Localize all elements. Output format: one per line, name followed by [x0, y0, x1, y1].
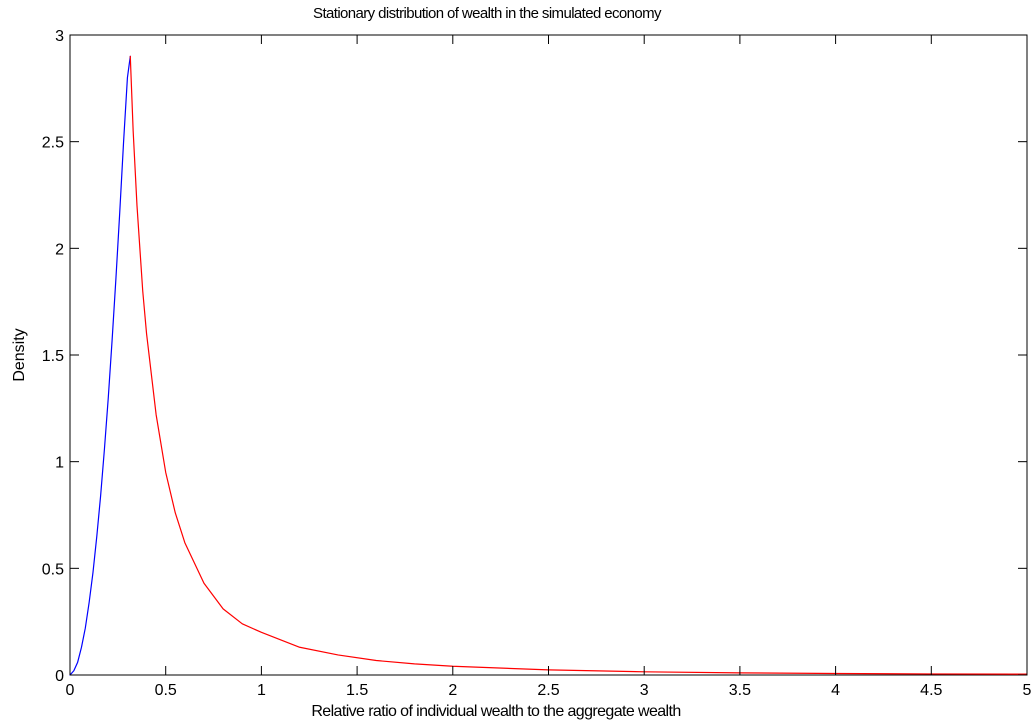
y-tick-label: 0	[55, 668, 64, 685]
chart-title: Stationary distribution of wealth in the…	[313, 5, 662, 22]
y-tick-label: 2.5	[42, 135, 64, 152]
series-layer	[69, 55, 1028, 676]
x-tick-label: 1.5	[346, 682, 368, 699]
x-tick-label: 4.5	[920, 682, 942, 699]
x-tick-label: 2.5	[537, 682, 559, 699]
y-tick-label: 1.5	[42, 348, 64, 365]
x-tick-label: 3.5	[729, 682, 751, 699]
x-tick-label: 3	[640, 682, 649, 699]
y-tick-label: 1	[55, 455, 64, 472]
x-axis-title: Relative ratio of individual wealth to t…	[311, 703, 680, 720]
x-tick-label: 5	[1023, 682, 1032, 699]
tick-layer: 0 0.5 1 1.5 2 2.5 3 3.5 4 4.5 5 0 0.5 1 1.5 2 2.5 3	[42, 28, 1032, 699]
x-tick-label: 2	[448, 682, 457, 699]
y-tick-label: 0.5	[42, 561, 64, 578]
x-tick-label: 0	[66, 682, 75, 699]
x-tick-label: 4	[831, 682, 840, 699]
x-tick-label: 1	[257, 682, 266, 699]
series-line-0	[69, 55, 131, 676]
y-tick-label: 2	[55, 241, 64, 258]
y-tick-label: 3	[55, 28, 64, 45]
series-line-1	[129, 55, 1028, 675]
x-tick-label: 0.5	[155, 682, 177, 699]
y-axis-title: Density	[11, 328, 28, 381]
